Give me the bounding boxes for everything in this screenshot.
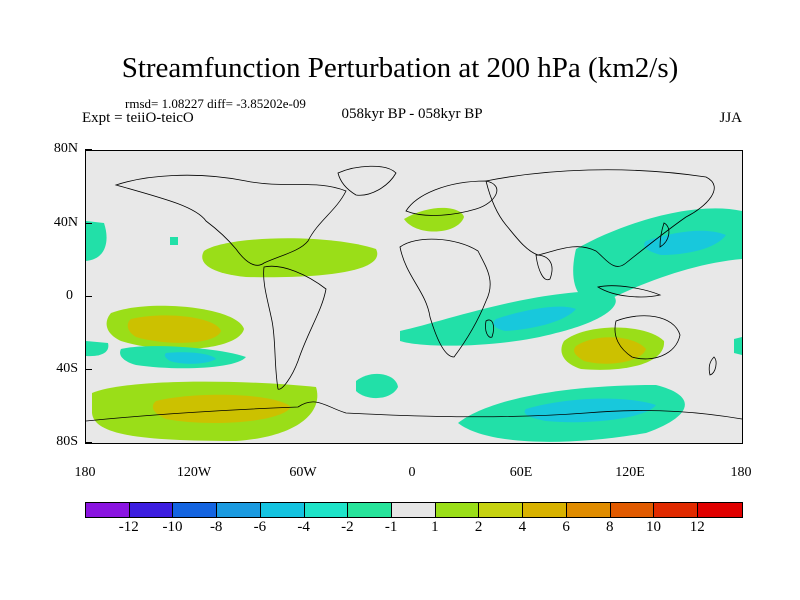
colorbar-label: -2: [341, 519, 354, 535]
contour-australia-pos-inner: [574, 337, 646, 364]
coast-north-america: [114, 174, 347, 266]
contour-pacific-small-neg: [170, 237, 178, 245]
colorbar-label: 6: [562, 519, 570, 535]
colorbar-swatch: [566, 503, 611, 517]
experiment-label: Expt = teiiO-teicO: [82, 110, 194, 126]
lon-label-120w: 120W: [176, 465, 212, 480]
colorbar-label: -12: [118, 519, 139, 535]
colorbar-swatch: [610, 503, 655, 517]
colorbar-swatch: [304, 503, 349, 517]
contour-east-edge-neg: [734, 337, 742, 355]
contour-east-pacific-neg-inner: [164, 352, 216, 364]
tick-80n: [85, 149, 92, 150]
coastlines: [86, 165, 742, 422]
contour-west-pacific-neg: [573, 208, 742, 303]
lon-label-180e: 180: [730, 465, 752, 480]
colorbar-swatch: [173, 503, 218, 517]
contour-south-pacific-pos-inner: [127, 315, 221, 343]
contour-atlantic-north-pos: [202, 238, 378, 278]
colorbar-swatch: [392, 503, 436, 517]
colorbar-label: -8: [209, 519, 223, 535]
colorbar-label: 8: [606, 519, 614, 535]
coast-africa: [399, 238, 491, 358]
lat-label-40n: 40N: [53, 215, 78, 230]
contour-mediterranean-pos: [404, 207, 464, 232]
tick-80s: [85, 442, 92, 443]
stats-text: rmsd= 1.08227 diff= -3.85202e-09: [125, 96, 306, 111]
coast-greenland: [337, 165, 397, 196]
colorbar-label: -10: [162, 519, 183, 535]
contour-southern-ocean-pos-inner: [152, 394, 291, 423]
tick-eq: [85, 296, 92, 297]
colorbar-label: -4: [297, 519, 310, 535]
map-svg: [86, 165, 742, 442]
colorbar-label: -6: [253, 519, 267, 535]
coast-europe: [405, 180, 498, 216]
colorbar-label: -1: [384, 519, 398, 535]
colorbar-swatch: [129, 503, 174, 517]
coast-south-america: [263, 265, 327, 390]
negative-contours: [86, 208, 742, 442]
colorbar-swatch: [523, 503, 567, 517]
tick-40s: [85, 369, 92, 370]
colorbar-swatch: [654, 503, 699, 517]
coast-madagascar: [485, 319, 494, 338]
figure-title: Streamfunction Perturbation at 200 hPa (…: [121, 52, 679, 84]
colorbar-swatch: [348, 503, 393, 517]
lon-label-120e: 120E: [615, 465, 645, 480]
map-panel: [85, 150, 743, 444]
tick-40n: [85, 223, 92, 224]
lon-label-60e: 60E: [509, 465, 533, 480]
contour-south-atlantic-neg: [356, 373, 398, 399]
colorbar-swatch: [260, 503, 305, 517]
coast-new-zealand: [708, 356, 717, 376]
lon-label-0: 0: [408, 465, 416, 480]
period-label: 058kyr BP - 058kyr BP: [341, 106, 483, 122]
colorbar: [85, 502, 743, 518]
colorbar-swatch: [217, 503, 261, 517]
contour-indian-ocean-neg-inner: [493, 306, 576, 331]
colorbar-swatch: [698, 503, 742, 517]
coast-japan: [659, 222, 670, 248]
contour-west-pacific-neg-inner: [644, 230, 726, 255]
lat-label-eq: 0: [66, 288, 73, 303]
colorbar-label: 10: [646, 519, 662, 535]
coast-indonesia: [596, 285, 662, 298]
lon-label-60w: 60W: [289, 465, 317, 480]
coast-asia: [485, 169, 715, 267]
coast-australia: [614, 315, 681, 360]
colorbar-label: 4: [518, 519, 527, 535]
contour-west-edge-neg: [86, 221, 107, 261]
colorbar-swatch: [435, 503, 480, 517]
season-label: JJA: [719, 110, 742, 126]
lon-label-180w: 180: [74, 465, 96, 480]
lat-label-80s: 80S: [56, 434, 78, 449]
colorbar-label: 1: [431, 519, 439, 535]
colorbar-label: 12: [689, 519, 705, 535]
contour-antarctic-neg-inner: [524, 398, 656, 423]
contour-west-edge-neg2: [86, 341, 109, 357]
lat-label-40s: 40S: [56, 361, 78, 376]
coast-antarctica: [86, 401, 742, 422]
colorbar-swatch: [86, 503, 130, 517]
colorbar-label: 2: [474, 519, 483, 535]
colorbar-swatch: [479, 503, 524, 517]
lat-label-80n: 80N: [53, 141, 78, 156]
coast-india: [535, 254, 553, 281]
